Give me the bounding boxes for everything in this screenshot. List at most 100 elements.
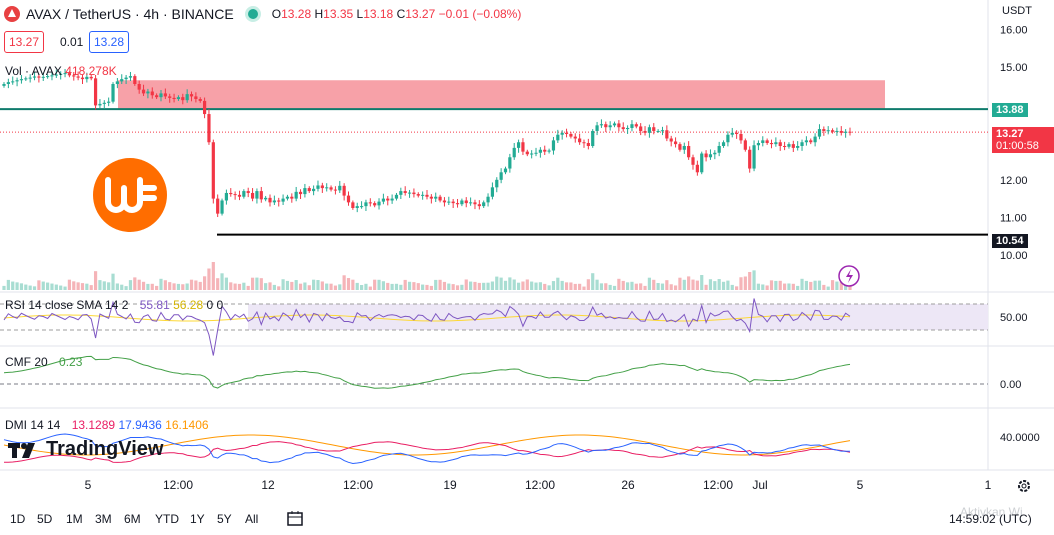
candle-body	[202, 100, 207, 115]
volume-bar	[359, 285, 364, 290]
timeframe-button-5y[interactable]: 5Y	[217, 512, 232, 526]
volume-bar	[564, 282, 569, 290]
volume-bar	[416, 283, 420, 290]
volume-bar	[185, 283, 189, 290]
candle-body	[381, 198, 385, 202]
volume-bar	[107, 282, 111, 290]
currency-label[interactable]: USDT	[1002, 5, 1032, 17]
volume-bar	[316, 280, 320, 290]
clock-display[interactable]: 14:59:02 (UTC)	[949, 512, 1032, 526]
candle-body	[604, 124, 608, 128]
candle-body	[682, 146, 686, 150]
timeframe-button-5d[interactable]: 5D	[37, 512, 53, 526]
volume-bar	[224, 277, 229, 290]
volume-bar	[774, 280, 778, 290]
volume-bar	[735, 286, 739, 290]
candle-body	[700, 153, 704, 173]
volume-bar	[407, 281, 412, 290]
volume-bar	[691, 279, 695, 290]
volume-bar	[682, 279, 686, 290]
buy-price-button[interactable]: 13.28	[89, 31, 130, 53]
volume-bar	[643, 285, 647, 290]
timeframe-button-ytd[interactable]: YTD	[155, 512, 179, 526]
candle-body	[24, 78, 28, 80]
timeframe-button-3m[interactable]: 3M	[95, 512, 112, 526]
candle-body	[338, 185, 342, 191]
volume-bar	[386, 282, 390, 290]
candle-body	[120, 79, 124, 82]
candle-body	[359, 206, 364, 208]
candle-body	[774, 142, 778, 145]
candle-body	[573, 136, 577, 139]
candle-body	[447, 201, 451, 203]
candle-body	[652, 127, 656, 131]
candle-body	[159, 93, 163, 98]
volume-bar	[421, 284, 425, 290]
volume-bar	[813, 280, 817, 290]
volume-bar	[50, 283, 54, 290]
candle-body	[351, 202, 355, 208]
volume-bar	[242, 282, 246, 290]
candle-body	[669, 138, 673, 142]
candle-body	[163, 93, 167, 97]
resistance-zone[interactable]	[118, 80, 885, 110]
candle-body	[233, 194, 237, 196]
volume-bar	[98, 280, 102, 290]
volume-bar	[482, 282, 486, 290]
volume-bar	[207, 268, 211, 290]
timeframe-button-1d[interactable]: 1D	[10, 512, 26, 526]
candle-body	[469, 202, 473, 204]
volume-bar	[285, 280, 290, 290]
candle-body	[325, 187, 329, 189]
chart-settings-button[interactable]	[1016, 478, 1032, 499]
candle-body	[285, 196, 290, 199]
candle-body	[778, 142, 782, 146]
support-price-tag: 10.54	[992, 234, 1028, 248]
rsi-axis-label: 50.00	[1000, 312, 1028, 324]
candle-body	[809, 140, 813, 143]
candle-body	[407, 192, 412, 194]
candle-body	[499, 172, 503, 180]
sell-price-button[interactable]: 13.27	[4, 31, 45, 53]
timeframe-button-6m[interactable]: 6M	[124, 512, 141, 526]
calendar-icon	[287, 511, 303, 526]
volume-bar	[477, 282, 481, 290]
timeframe-button-all[interactable]: All	[245, 512, 259, 526]
volume-bar	[473, 281, 477, 290]
volume-bar	[595, 279, 599, 290]
candle-body	[848, 131, 852, 133]
candle-body	[769, 142, 774, 145]
date-range-button[interactable]	[286, 509, 304, 532]
os-watermark: Aktivkan Wi	[960, 505, 1023, 519]
volume-bar	[578, 283, 582, 290]
dmi-legend: DMI 14 14 13.1289 17.9436 16.1406	[5, 418, 209, 432]
candle-body	[181, 97, 185, 101]
candle-body	[695, 164, 699, 173]
volume-bar	[787, 283, 791, 290]
candle-body	[421, 194, 425, 196]
candle-body	[303, 188, 307, 195]
volume-bar	[67, 279, 72, 290]
candle-body	[434, 196, 438, 199]
volume-bar	[168, 282, 172, 290]
volume-bar	[155, 285, 159, 290]
volume-bar	[708, 279, 713, 290]
candle-body	[713, 152, 717, 155]
timeframe-button-1y[interactable]: 1Y	[190, 512, 205, 526]
volume-bar	[24, 284, 28, 290]
volume-bar	[307, 285, 311, 290]
volume-bar	[19, 283, 24, 290]
volume-bar	[717, 279, 721, 290]
candle-body	[98, 103, 102, 106]
candle-body	[534, 152, 538, 154]
candle-body	[721, 142, 726, 146]
candle-body	[386, 198, 390, 201]
candle-body	[551, 140, 556, 151]
candle-body	[11, 81, 15, 83]
volume-bar	[656, 283, 660, 290]
volume-bar	[765, 285, 769, 290]
candle-body	[800, 142, 804, 146]
timeframe-button-1m[interactable]: 1M	[66, 512, 83, 526]
cmf-line	[3, 355, 851, 389]
symbol-title[interactable]: AVAX / TetherUS · 4h · BINANCE	[26, 6, 234, 22]
